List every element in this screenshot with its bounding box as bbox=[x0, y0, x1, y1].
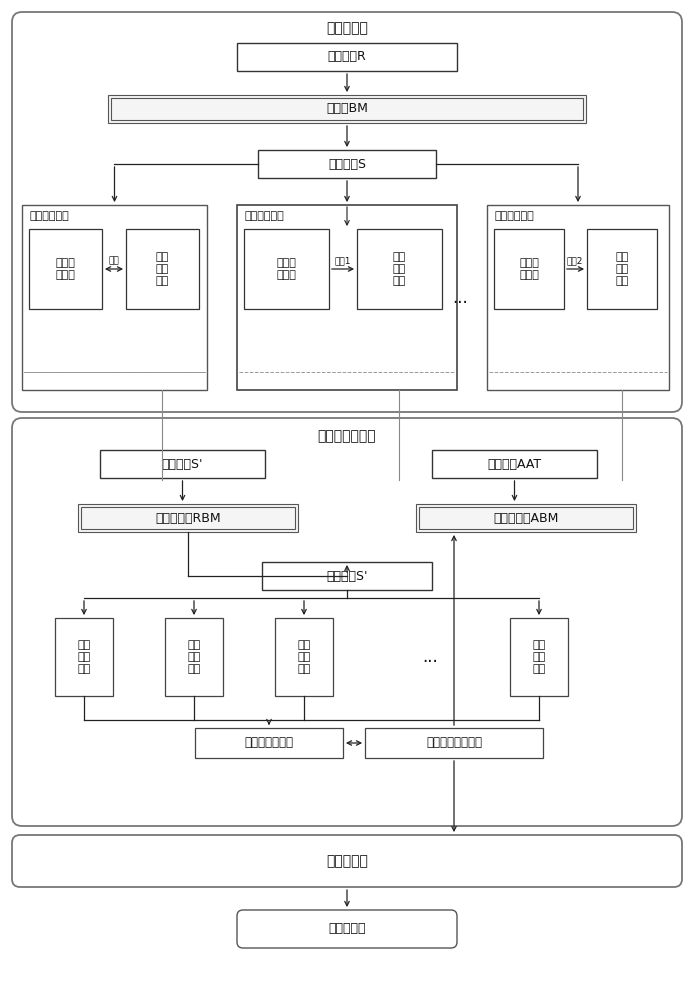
FancyBboxPatch shape bbox=[237, 910, 457, 948]
Bar bbox=[55, 618, 113, 696]
Text: ...: ... bbox=[452, 289, 468, 307]
Bar bbox=[244, 229, 329, 309]
Bar bbox=[195, 728, 343, 758]
Text: 权限分
析处理: 权限分 析处理 bbox=[276, 258, 296, 280]
Text: ...: ... bbox=[422, 648, 438, 666]
Bar bbox=[165, 618, 223, 696]
Bar bbox=[262, 562, 432, 590]
Bar bbox=[494, 229, 564, 309]
Bar bbox=[258, 150, 436, 178]
Bar bbox=[432, 450, 597, 478]
Bar bbox=[100, 450, 265, 478]
Bar bbox=[81, 507, 295, 529]
Text: 权限数据库: 权限数据库 bbox=[328, 922, 366, 936]
Bar bbox=[487, 205, 669, 390]
Text: 响应线程AAT: 响应线程AAT bbox=[487, 458, 541, 471]
Bar bbox=[108, 95, 586, 123]
Bar bbox=[78, 504, 298, 532]
Text: 分发线程S': 分发线程S' bbox=[326, 570, 368, 582]
Bar bbox=[365, 728, 543, 758]
Text: 消息2: 消息2 bbox=[567, 256, 583, 265]
FancyBboxPatch shape bbox=[12, 12, 682, 412]
Text: 分发线程S: 分发线程S bbox=[328, 157, 366, 170]
Bar bbox=[416, 504, 636, 532]
Bar bbox=[419, 507, 633, 529]
Bar bbox=[237, 205, 457, 390]
Bar bbox=[510, 618, 568, 696]
Text: 数据
获取
线程: 数据 获取 线程 bbox=[187, 640, 201, 674]
Text: 权限处理线程: 权限处理线程 bbox=[30, 211, 70, 221]
Bar bbox=[357, 229, 442, 309]
Bar bbox=[29, 229, 102, 309]
Bar bbox=[126, 229, 199, 309]
Bar bbox=[111, 98, 583, 120]
Text: 数据
获取
线程: 数据 获取 线程 bbox=[297, 640, 311, 674]
Bar bbox=[22, 205, 207, 390]
Text: 获取
鉴权
数据: 获取 鉴权 数据 bbox=[616, 252, 629, 286]
Text: 权限分
析处理: 权限分 析处理 bbox=[55, 258, 75, 280]
Text: 数据
获取
线程: 数据 获取 线程 bbox=[77, 640, 91, 674]
Text: 权限数据存储区: 权限数据存储区 bbox=[244, 736, 294, 750]
Text: 权限处理线程: 权限处理线程 bbox=[245, 211, 285, 221]
Text: 鉴权中心子系统: 鉴权中心子系统 bbox=[318, 429, 376, 443]
Text: 数据区BM: 数据区BM bbox=[326, 103, 368, 115]
Text: 权限数据同步线程: 权限数据同步线程 bbox=[426, 736, 482, 750]
Bar bbox=[275, 618, 333, 696]
Text: 权限处理线程: 权限处理线程 bbox=[495, 211, 535, 221]
Bar bbox=[587, 229, 657, 309]
Text: 数据: 数据 bbox=[109, 256, 119, 265]
Bar bbox=[237, 43, 457, 71]
Text: 权限数据库: 权限数据库 bbox=[326, 854, 368, 868]
FancyBboxPatch shape bbox=[12, 418, 682, 826]
Text: 接收线程R: 接收线程R bbox=[328, 50, 366, 64]
Text: 数据
获取
线程: 数据 获取 线程 bbox=[532, 640, 545, 674]
Text: 接入子系统: 接入子系统 bbox=[326, 21, 368, 35]
FancyBboxPatch shape bbox=[12, 835, 682, 887]
Text: 获取
鉴权
数据: 获取 鉴权 数据 bbox=[155, 252, 169, 286]
Text: 权限分
析处理: 权限分 析处理 bbox=[519, 258, 539, 280]
Text: 接收线程S': 接收线程S' bbox=[162, 458, 203, 471]
Text: 请求数据区RBM: 请求数据区RBM bbox=[155, 512, 221, 524]
Text: 响应数据区ABM: 响应数据区ABM bbox=[493, 512, 559, 524]
Text: 消息1: 消息1 bbox=[335, 256, 351, 265]
Text: 获取
鉴权
数据: 获取 鉴权 数据 bbox=[392, 252, 405, 286]
